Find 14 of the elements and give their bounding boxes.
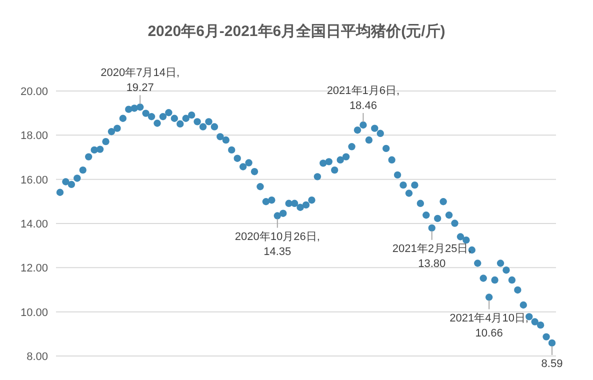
annotation: 2021年4月10日, 10.66: [450, 312, 529, 340]
y-tick-label: 16.00: [20, 174, 48, 186]
annotation: 8.59: [541, 358, 563, 370]
annotation: 2021年2月25日, 13.80: [392, 242, 472, 270]
y-tick-label: 8.00: [26, 351, 48, 363]
y-tick-label: 12.00: [20, 262, 48, 275]
y-tick-label: 18.00: [20, 130, 48, 142]
annotation: 2020年7月14日, 19.27: [100, 67, 180, 94]
y-tick-label: 14.00: [20, 218, 48, 230]
y-tick-label: 10.00: [20, 306, 48, 319]
annotation: 2021年1月6日, 18.46: [326, 85, 400, 112]
chart-title: 2020年6月-2021年6月全国日平均猪价(元/斤): [148, 23, 446, 40]
y-tick-label: 20.00: [20, 86, 48, 98]
annotation: 2020年10月26日, 14.35: [234, 230, 320, 258]
